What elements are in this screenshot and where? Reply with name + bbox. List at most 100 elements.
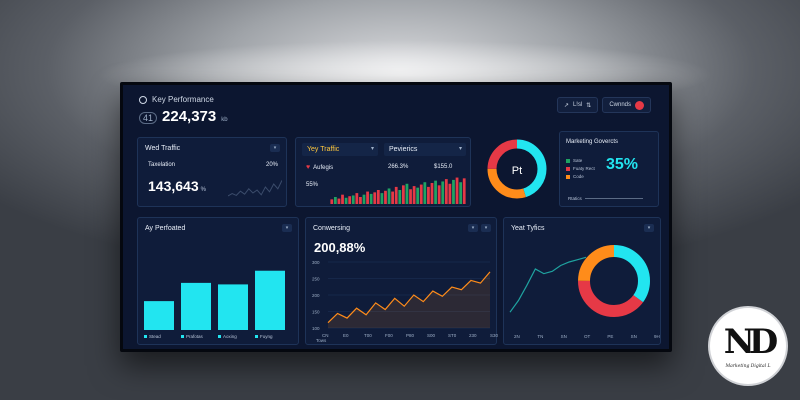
tick-label: Stead	[149, 334, 161, 339]
year-traffic-title: Yey Traffic	[307, 146, 340, 153]
bar	[434, 180, 437, 204]
bar	[362, 194, 366, 204]
bar	[384, 190, 387, 204]
bar	[218, 284, 248, 330]
bar	[437, 185, 441, 204]
tick-label: Aoxing	[223, 334, 237, 339]
toolbar-button-connect[interactable]: Cwnnds	[602, 97, 651, 113]
bar	[448, 183, 452, 204]
donut-slice	[578, 245, 650, 317]
tick-label: Prafotas	[186, 334, 204, 339]
web-traffic-title: Wed Traffic	[145, 145, 181, 152]
bar	[405, 183, 409, 204]
header-title-row: Key Performance	[139, 95, 228, 104]
bar	[398, 190, 402, 204]
area-fill	[328, 271, 490, 328]
web-traffic-menu-icon[interactable]: ▾	[270, 144, 280, 152]
x-tick-label: S30	[490, 333, 498, 338]
donut-slice	[578, 245, 650, 317]
legend-item: Code	[566, 174, 595, 179]
toolbar-button-list[interactable]: ↗ L!sl ⇅	[556, 97, 599, 113]
web-traffic-sparkline	[228, 180, 282, 197]
bar	[366, 191, 369, 204]
x-tick-label: T00	[364, 333, 372, 338]
x-tick-label: CN	[322, 333, 329, 338]
x-tick-label: SN	[561, 334, 567, 339]
notification-icon	[635, 100, 644, 110]
dashboard-screen: Key Performance 41 224,373 kb ↗ L!sl ⇅ C…	[120, 82, 672, 352]
yeat-tyfics-title: Yeat Tyfics	[511, 225, 545, 232]
chevron-down-icon: ▾	[370, 146, 374, 152]
ay-perforated-bar-chart: Stead Prafotas Aoxing Fuyng	[144, 270, 285, 339]
bar	[430, 183, 434, 204]
marketing-card: Marketing Govercts Sate Fuaty Rect Code …	[559, 131, 659, 207]
heart-icon: ♥	[306, 164, 311, 171]
bar	[144, 301, 174, 330]
sparkline	[228, 180, 282, 197]
toolbar: ↗ L!sl ⇅ Cwnnds	[556, 97, 651, 113]
marketing-value: 35%	[606, 156, 639, 173]
year-traffic-subtitle: Aufegis	[313, 164, 334, 171]
bar	[337, 198, 341, 204]
ay-perforated-menu-icon[interactable]: ▾	[282, 224, 292, 232]
converting-x-label: Tows	[316, 338, 327, 343]
yeat-tyfics-card: Yeat Tyfics ▾ 2N TN SN OT PE SN 9H	[503, 217, 661, 345]
year-traffic-value: 55%	[306, 182, 319, 188]
y-tick-label: 100	[312, 326, 320, 331]
yeat-tyfics-x-axis: 2N TN SN OT PE SN 9H	[514, 334, 660, 339]
bar	[255, 270, 285, 330]
year-traffic-bar-chart	[330, 177, 466, 204]
previews-tab[interactable]: Pevierics ▾	[384, 143, 466, 156]
bar	[341, 194, 344, 204]
bar	[455, 177, 459, 204]
previews-value-1: 266.3%	[388, 164, 409, 170]
x-tick-label: S00	[427, 333, 436, 338]
year-traffic-tab[interactable]: Yey Traffic ▾	[302, 143, 378, 156]
bar	[412, 186, 416, 204]
bar	[459, 182, 463, 204]
header: Key Performance 41 224,373 kb	[139, 95, 228, 125]
legend-swatch	[566, 158, 570, 163]
bar	[462, 178, 466, 204]
bar	[391, 191, 395, 204]
y-tick-label: 200	[312, 293, 320, 298]
x-tick-label: TN	[537, 334, 543, 339]
web-traffic-value: 143,643	[148, 178, 199, 194]
legend-swatch	[218, 335, 221, 338]
marketing-title: Marketing Govercts	[566, 139, 619, 145]
previews-title: Pevierics	[389, 146, 418, 153]
converting-menu-icon[interactable]: ▾	[481, 224, 491, 232]
header-title: Key Performance	[152, 95, 214, 104]
chevron-down-icon: ▾	[458, 146, 462, 152]
bar	[351, 195, 355, 204]
x-tick-label: 230	[469, 333, 477, 338]
marketing-footer-line	[584, 198, 643, 199]
bar	[409, 189, 412, 204]
bar	[444, 179, 448, 204]
header-value: 224,373	[162, 108, 217, 125]
x-tick-label: F00	[385, 333, 393, 338]
series-line	[327, 271, 491, 324]
x-tick-label: SN	[631, 334, 637, 339]
converting-filter-icon[interactable]: ▾	[468, 224, 478, 232]
converting-value: 200,88%	[314, 240, 366, 255]
clock-icon	[139, 95, 147, 104]
header-prefix: 41	[139, 112, 158, 124]
bar	[427, 186, 430, 204]
x-tick-label: 2N	[514, 334, 520, 339]
bar	[348, 196, 352, 204]
bar	[416, 187, 420, 204]
yeat-tyfics-donut-chart	[578, 245, 650, 317]
logo-caption: Marketing Digital L	[725, 364, 771, 369]
x-tick-label: PE	[607, 334, 613, 339]
bar	[423, 182, 427, 204]
y-tick-label: 300	[312, 260, 320, 265]
marketing-legend: Sate Fuaty Rect Code	[566, 158, 595, 179]
bar	[369, 193, 373, 204]
yeat-tyfics-menu-icon[interactable]: ▾	[644, 224, 654, 232]
bar	[387, 188, 391, 204]
y-tick-label: 150	[312, 310, 320, 315]
brand-logo: ND Marketing Digital L	[710, 308, 786, 384]
legend-swatch	[181, 335, 184, 338]
bar	[359, 197, 362, 204]
